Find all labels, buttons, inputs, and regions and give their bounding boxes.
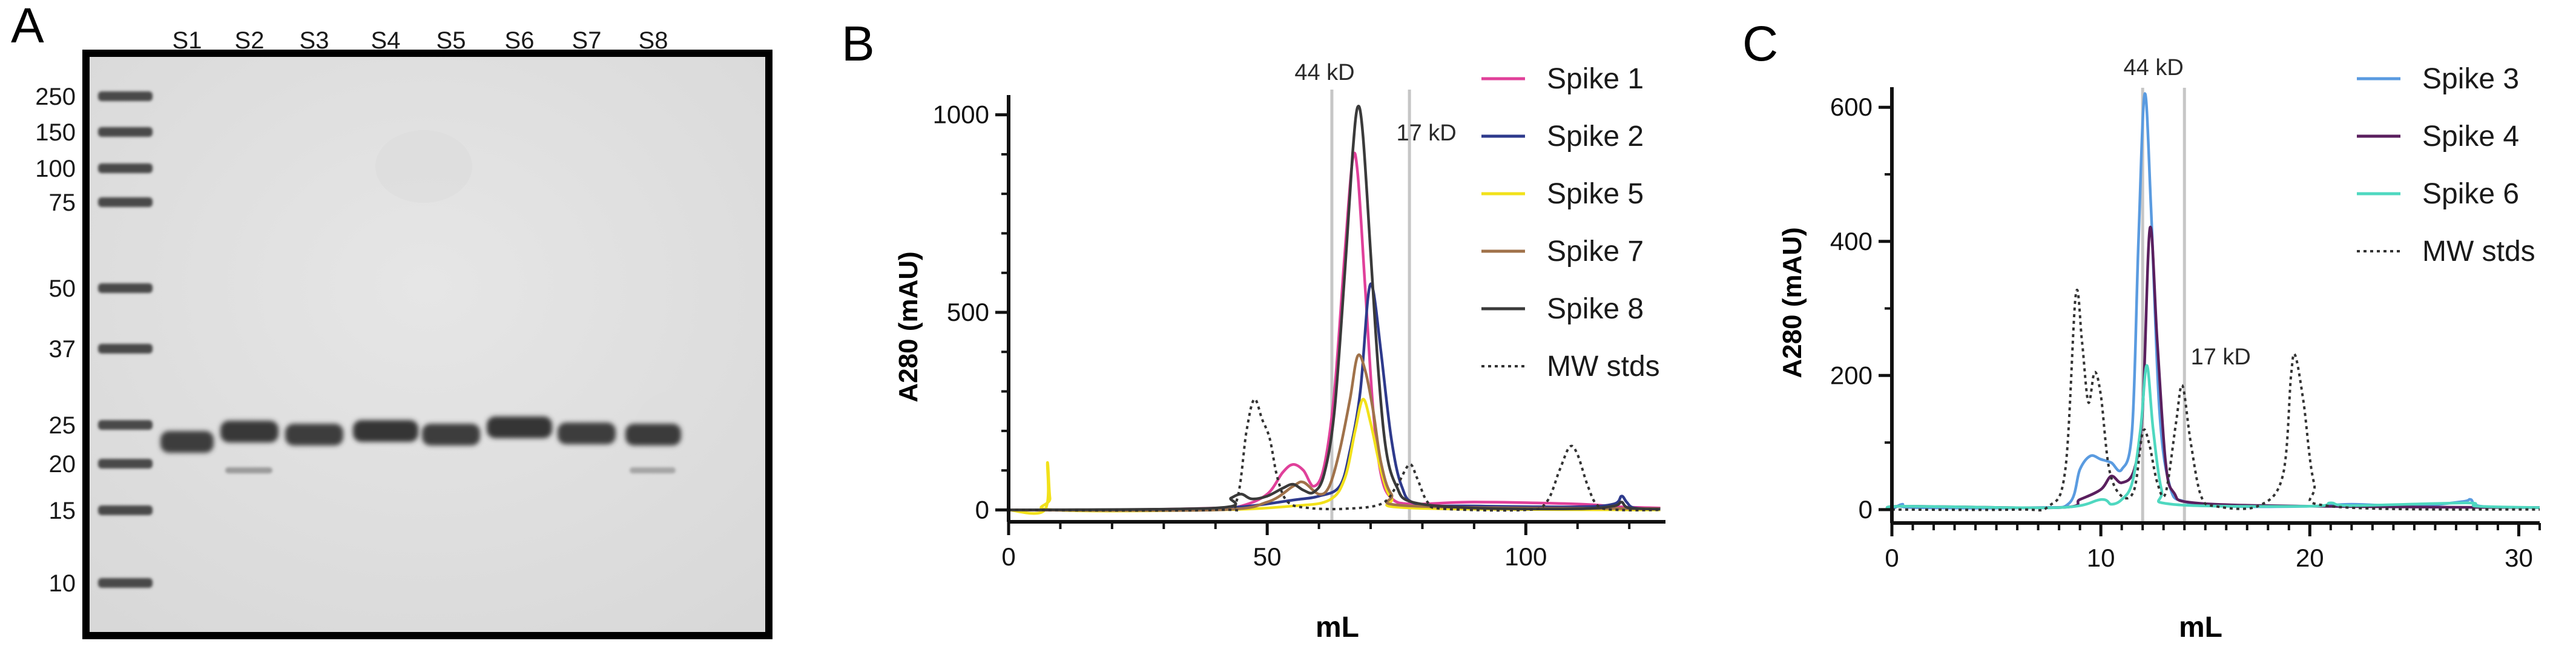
- band-s4: [353, 420, 418, 442]
- ladder-band-10: [98, 578, 153, 588]
- panel-c-legend-label-spike-4: Spike 4: [2422, 120, 2519, 153]
- ladder-label-20: 20: [49, 451, 76, 478]
- panel-a-letter: A: [11, 0, 44, 53]
- panel-b-legend-label-spike-2: Spike 2: [1547, 120, 1644, 153]
- panel-c-legend-label-spike-6: Spike 6: [2422, 178, 2519, 210]
- panel-b-y-tick-label-0: 0: [975, 495, 989, 524]
- band-s7: [558, 423, 616, 444]
- ladder-band-20: [98, 459, 153, 469]
- panel-c-y-tick-label-600: 600: [1830, 93, 1873, 121]
- panel-b-x-tick-label-100: 100: [1504, 542, 1547, 571]
- lane-label-s6: S6: [505, 27, 535, 54]
- lane-label-s5: S5: [436, 27, 466, 54]
- ladder-band-100: [98, 163, 153, 173]
- panel-c-series: [1885, 92, 2540, 512]
- panel-c-legend-label-mw-stds: MW stds: [2422, 235, 2535, 268]
- lane-label-s2: S2: [235, 27, 265, 54]
- ladder-label-75: 75: [49, 189, 76, 216]
- panel-b-y-tick-label-500: 500: [947, 298, 989, 326]
- panel-b-legend-label-spike-8: Spike 8: [1547, 293, 1644, 325]
- sample-bands: [160, 416, 681, 473]
- panel-b-y-tick-label-1000: 1000: [933, 100, 989, 129]
- panel-b-series: [1008, 105, 1661, 515]
- band-s6: [487, 416, 552, 438]
- lane-label-s4: S4: [371, 27, 401, 54]
- panel-c-xlabel: mL: [2179, 611, 2222, 643]
- gel-lane-labels: S1 S2 S3 S4 S5 S6 S7 S8: [173, 27, 668, 54]
- panel-c-series-mw-stds: [1891, 288, 2540, 512]
- panel-a-gel: A S1 S2 S3 S4 S5 S6 S7 S8 250 150 100 75 50 37 25 20 15…: [11, 0, 772, 639]
- ladder-labels: 250 150 100 75 50 37 25 20 15 10: [35, 84, 76, 597]
- panel-b-series-spike-2: [1008, 282, 1661, 512]
- faint-band-s2: [225, 467, 272, 473]
- ladder-label-50: 50: [49, 275, 76, 302]
- panel-b-legend-label-spike-5: Spike 5: [1547, 178, 1644, 210]
- panel-b-x-tick-label-0: 0: [1001, 542, 1015, 571]
- faint-band-s8: [630, 467, 676, 473]
- ladder-band-15: [98, 505, 153, 515]
- ladder-band-25: [98, 420, 153, 430]
- ladder-band-50: [98, 283, 153, 293]
- panel-c-axes: 0 10 20 30 0 200 400 600: [1830, 87, 2541, 572]
- panel-c-legend-label-spike-3: Spike 3: [2422, 63, 2519, 95]
- panel-b-letter: B: [842, 16, 875, 71]
- panel-c-series-spike-3: [1891, 92, 2540, 511]
- ladder-label-100: 100: [35, 156, 76, 182]
- panel-c-legend: Spike 3 Spike 4 Spike 6 MW stds: [2357, 63, 2535, 268]
- ladder-label-37: 37: [49, 336, 76, 363]
- panel-c-chromatogram: C A280 (mAU) mL 44 kD 17 kD 0 10 20 30 0 200 40…: [1742, 16, 2541, 643]
- lane-label-s7: S7: [572, 27, 602, 54]
- ladder-band-150: [98, 127, 153, 137]
- ladder-band-37: [98, 344, 153, 354]
- panel-b-legend-label-spike-7: Spike 7: [1547, 235, 1644, 268]
- panel-c-markers: 44 kD 17 kD: [2124, 55, 2251, 523]
- band-s5: [422, 424, 480, 446]
- ladder-band-75: [98, 197, 153, 207]
- ladder-band-250: [98, 91, 153, 101]
- panel-b-xlabel: mL: [1316, 611, 1359, 643]
- panel-b-marker-label-17-kd: 17 kD: [1396, 120, 1456, 146]
- panel-c-x-tick-label-0: 0: [1885, 544, 1899, 572]
- panel-c-y-tick-label-400: 400: [1830, 227, 1873, 255]
- panel-b-series-spike-8: [1008, 105, 1661, 512]
- panel-c-series-spike-6: [1885, 364, 2540, 512]
- panel-b-legend-label-spike-1: Spike 1: [1547, 63, 1644, 95]
- panel-b-marker-label-44-kd: 44 kD: [1294, 60, 1354, 85]
- panel-c-marker-label-44-kd: 44 kD: [2124, 55, 2184, 81]
- lane-label-s3: S3: [300, 27, 329, 54]
- panel-c-y-tick-label-200: 200: [1830, 361, 1873, 389]
- panel-c-ylabel: A280 (mAU): [1777, 227, 1807, 378]
- band-s8: [625, 424, 681, 446]
- ladder-label-10: 10: [49, 570, 76, 597]
- panel-c-letter: C: [1742, 16, 1778, 71]
- panel-c-x-tick-label-30: 30: [2505, 544, 2533, 572]
- ladder-label-25: 25: [49, 412, 76, 439]
- ladder-label-150: 150: [35, 119, 76, 146]
- panel-c-y-tick-label-0: 0: [1859, 495, 1873, 524]
- panel-b-legend-label-mw-stds: MW stds: [1547, 350, 1660, 383]
- panel-c-marker-label-17-kd: 17 kD: [2191, 344, 2251, 370]
- panel-c-x-tick-label-10: 10: [2087, 544, 2115, 572]
- ladder-lane: [98, 91, 153, 588]
- panel-b-legend: Spike 1 Spike 2 Spike 5 Spike 7 Spike 8 MW st…: [1481, 63, 1660, 383]
- ladder-label-15: 15: [49, 498, 76, 524]
- band-s1: [160, 431, 214, 453]
- lane-label-s8: S8: [639, 27, 668, 54]
- panel-b-ylabel: A280 (mAU): [894, 251, 923, 402]
- ladder-label-250: 250: [35, 84, 76, 110]
- band-s3: [285, 424, 343, 446]
- panel-c-x-tick-label-20: 20: [2296, 544, 2324, 572]
- lane-label-s1: S1: [173, 27, 202, 54]
- panel-b-markers: 44 kD 17 kD: [1294, 60, 1457, 522]
- panel-b-x-tick-label-50: 50: [1253, 542, 1282, 571]
- band-s2: [220, 421, 278, 443]
